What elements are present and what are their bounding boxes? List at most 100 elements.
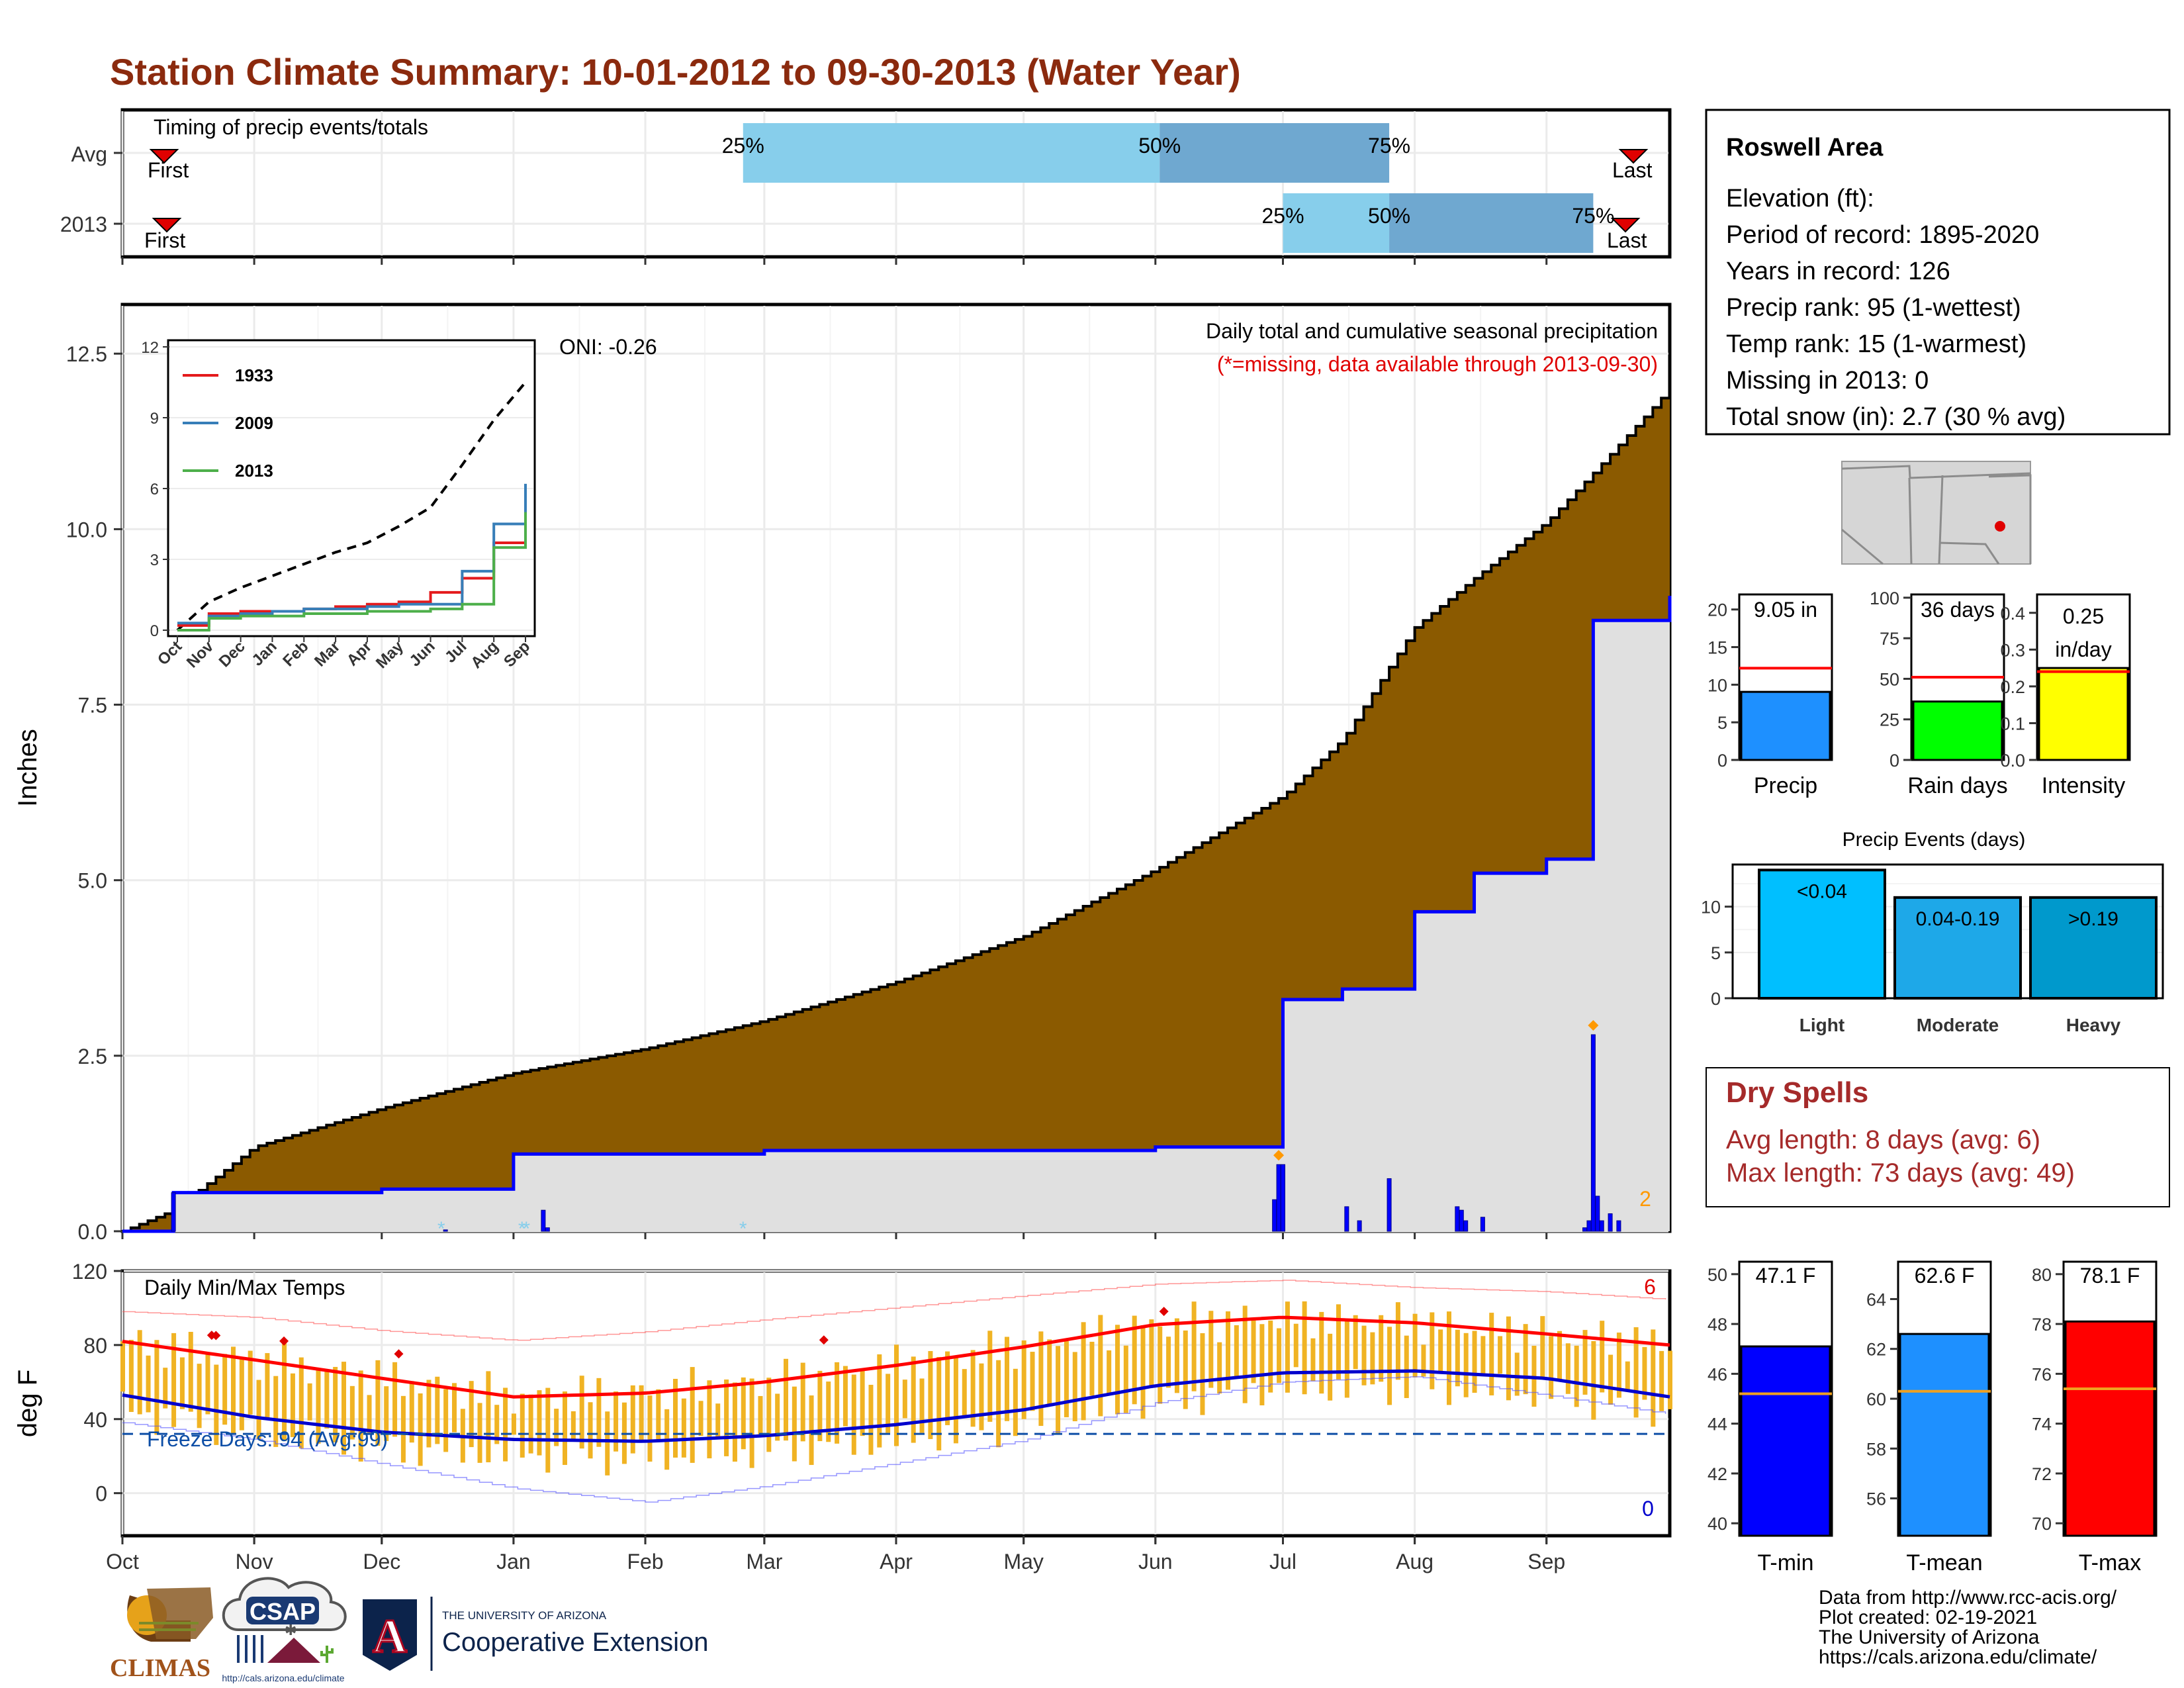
daily-temp-bar (239, 1359, 244, 1430)
first-label-avg: First (148, 158, 189, 182)
daily-temp-bar (554, 1409, 559, 1446)
daily-precip-bar (1463, 1220, 1469, 1232)
daily-temp-bar (1472, 1331, 1477, 1393)
daily-temp-bar (1115, 1325, 1120, 1415)
daily-temp-bar (120, 1341, 125, 1392)
mini-value-label: 9.05 in (1754, 598, 1817, 622)
daily-temp-bar (1421, 1344, 1426, 1377)
temperature-panel: 0 40 80 120 deg F Daily Min/Max Temps Freez… (13, 1260, 1672, 1544)
daily-temp-bar (1387, 1327, 1392, 1405)
footer-line-1: Data from http://www.rcc-acis.org/ (1819, 1587, 2117, 1609)
daily-temp-bar (1600, 1321, 1605, 1393)
daily-temp-bar (928, 1350, 933, 1439)
daily-temp-bar (1140, 1325, 1146, 1419)
timing-bar-50-75 (1389, 193, 1594, 253)
daily-temp-bar (163, 1368, 168, 1409)
mini-y-tick-label: 15 (1707, 638, 1727, 658)
daily-temp-bar (1098, 1315, 1103, 1417)
daily-temp-bar (962, 1369, 967, 1416)
daily-temp-bar (1438, 1329, 1443, 1374)
daily-temp-bar (494, 1405, 500, 1444)
month-tick-label: Nov (236, 1550, 273, 1573)
last-marker-avg-icon (1618, 149, 1649, 164)
dry-spells-avg: Avg length: 8 days (avg: 6) (1726, 1125, 2040, 1154)
daily-temp-bar (256, 1380, 261, 1439)
daily-temp-bar (1251, 1319, 1256, 1383)
csap-logo: CSAP ✱ http://cals.arizona.edu/climate (222, 1577, 347, 1683)
daily-temp-bar (732, 1382, 737, 1462)
inset-y-tick-label: 0 (150, 622, 159, 640)
daily-temp-bar (579, 1376, 584, 1449)
freeze-days-label: Freeze Days: 94 (Avg:99) (147, 1427, 388, 1451)
daily-temp-bar (945, 1351, 950, 1425)
max-precip-marker-icon (1588, 1020, 1599, 1031)
temp-y-tick-label: 120 (72, 1260, 107, 1284)
daily-temp-bar (1005, 1336, 1009, 1421)
footer-line-4: https://cals.arizona.edu/climate/ (1819, 1646, 2097, 1668)
daily-temp-bar (1412, 1313, 1418, 1378)
daily-temp-bar (1217, 1342, 1222, 1394)
footer-credits: Data from http://www.rcc-acis.org/ Plot … (1819, 1587, 2117, 1668)
temperature-summary-bars: 40 42 44 46 48 50 47.1 F T-min 56 58 60 62 64 62.6 F T… (1707, 1260, 2158, 1575)
daily-temp-bar (179, 1357, 185, 1409)
precip-y-axis-label: Inches (13, 729, 42, 807)
daily-temp-bar (400, 1395, 406, 1463)
ua-logo: A THE UNIVERSITY OF ARIZONA Cooperative … (363, 1597, 708, 1671)
temp-summary-y-tick-label: 48 (1707, 1315, 1727, 1335)
daily-temp-bar (349, 1385, 355, 1440)
precip-y-tick-label: 0.0 (78, 1220, 107, 1244)
temp-y-axis-label: deg F (13, 1370, 42, 1437)
month-tick-label: Jan (496, 1550, 531, 1573)
daily-temp-bar (563, 1391, 567, 1466)
station-info-line: Period of record: 1895-2020 (1726, 221, 2039, 249)
daily-temp-bar (1616, 1333, 1621, 1398)
summary-bars: 0 5 10 15 20 9.05 in Precip 0 25 50 75 100 36 days Ra… (1707, 588, 2131, 798)
timing-label-25: 25% (722, 134, 764, 158)
daily-temp-bar (656, 1389, 661, 1442)
daily-temp-bar (886, 1374, 891, 1433)
temp-summary-value-label: 62.6 F (1915, 1264, 1975, 1288)
daily-temp-bar (375, 1360, 381, 1446)
daily-temp-bar (1064, 1341, 1069, 1417)
events-x-label: Light (1799, 1015, 1844, 1035)
locator-map (1841, 461, 2032, 565)
precip-caption: Daily total and cumulative seasonal prec… (1206, 319, 1658, 343)
daily-temp-bar (1328, 1333, 1333, 1401)
page-title: Station Climate Summary: 10-01-2012 to 0… (110, 51, 1241, 93)
daily-temp-bar (528, 1394, 533, 1454)
daily-temp-bar (511, 1413, 516, 1435)
daily-temp-bar (1021, 1340, 1026, 1419)
daily-temp-bar (324, 1369, 330, 1429)
daily-precip-bar (1590, 1034, 1596, 1232)
daily-temp-bar (503, 1387, 508, 1462)
daily-temp-bar (1455, 1329, 1460, 1387)
daily-temp-bar (1447, 1311, 1451, 1405)
daily-temp-bar (486, 1371, 491, 1463)
daily-precip-bar (1459, 1209, 1464, 1232)
daily-temp-bar (647, 1395, 653, 1462)
temp-summary-y-tick-label: 46 (1707, 1364, 1727, 1384)
footer-line-2: Plot created: 02-19-2021 (1819, 1607, 2037, 1628)
timing-row-2013-label: 2013 (60, 212, 107, 236)
daily-temp-bar (1081, 1322, 1086, 1421)
station-location-marker (1995, 521, 2005, 532)
temp-panel-label: Daily Min/Max Temps (144, 1276, 345, 1299)
daily-temp-bar (741, 1377, 746, 1450)
daily-temp-bar (188, 1331, 193, 1412)
logos: CLIMAS CSAP ✱ http://cals.arizona.edu/cl… (110, 1577, 708, 1683)
climas-mark (147, 1587, 213, 1639)
daily-temp-bar (1107, 1350, 1112, 1393)
daily-precip-bar (1387, 1178, 1392, 1232)
temp-summary-y-tick-label: 70 (2032, 1514, 2052, 1534)
daily-temp-bar (1480, 1336, 1486, 1375)
daily-temp-bar (222, 1354, 228, 1425)
daily-temp-bar (996, 1360, 1001, 1448)
inset-legend-label: 1933 (235, 365, 273, 385)
daily-temp-bar (1353, 1315, 1358, 1370)
daily-temp-bar (1226, 1311, 1230, 1390)
daily-temp-bar (273, 1376, 279, 1447)
daily-temp-bar (367, 1395, 372, 1433)
record-high-marker-icon (819, 1335, 829, 1345)
daily-precip-bar (1586, 1220, 1592, 1232)
daily-temp-bar (911, 1356, 916, 1443)
